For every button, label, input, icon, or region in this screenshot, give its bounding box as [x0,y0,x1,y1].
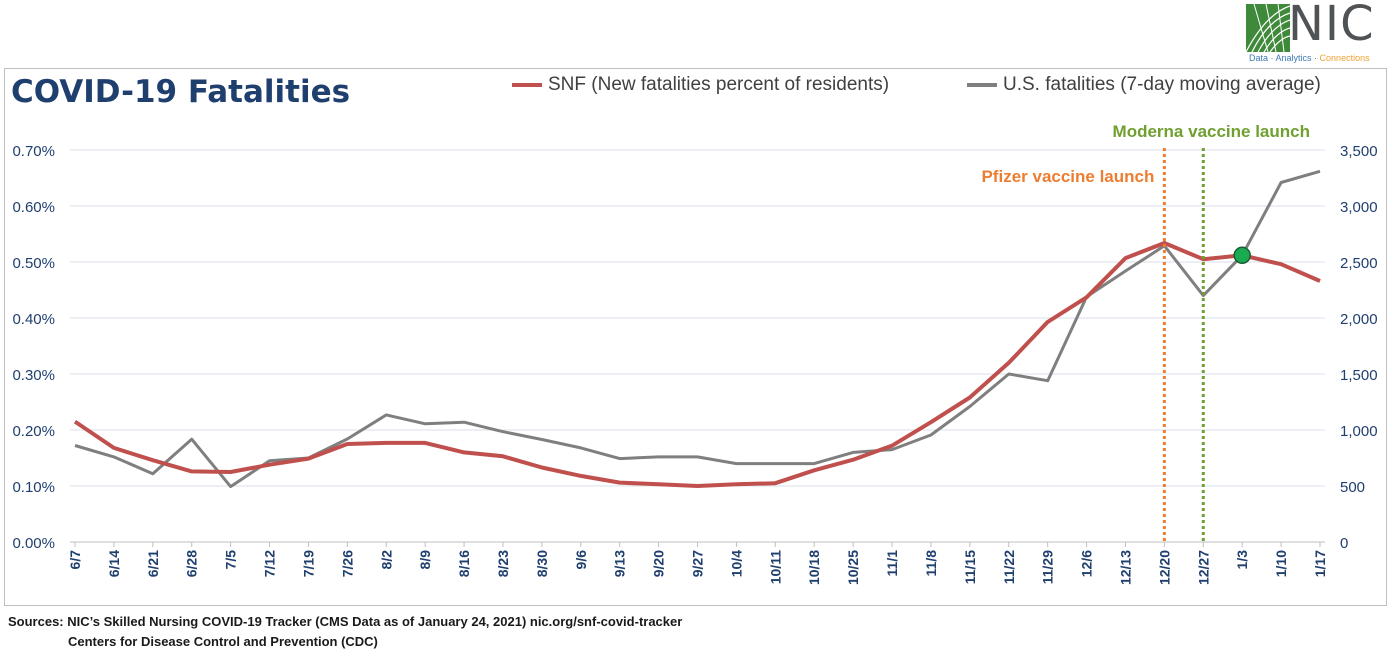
x-tick-label: 8/2 [378,550,394,570]
left-tick-label: 0.50% [12,255,55,272]
logo-name: NIC [1288,0,1375,52]
x-tick-label: 9/27 [690,550,706,577]
x-tick-label: 11/22 [1001,550,1017,584]
left-tick-label: 0.10% [12,479,55,496]
x-tick-label: 1/17 [1312,550,1328,577]
legend-label-snf: SNF (New fatalities percent of residents… [548,74,890,95]
x-tick-label: 9/20 [651,550,667,577]
x-tick-label: 8/9 [417,550,433,570]
x-tick-label: 12/27 [1195,550,1211,585]
legend-label-us: U.S. fatalities (7-day moving average) [1003,74,1321,95]
x-tick-label: 6/14 [106,550,122,577]
legend-item-snf: SNF (New fatalities percent of residents… [512,74,889,96]
chart-title: COVID-19 Fatalities [11,74,351,110]
right-tick-label: 500 [1340,479,1365,496]
x-tick-label: 12/13 [1117,550,1133,585]
annotation-label: Moderna vaccine launch [1113,122,1310,141]
x-tick-label: 8/16 [456,550,472,577]
x-tick-label: 11/15 [962,550,978,584]
nic-logo-mark-icon [1245,3,1291,53]
x-tick-label: 7/12 [262,550,278,577]
logo-tagline: Data · Analytics · Connections [1249,53,1370,63]
x-tick-label: 11/1 [884,550,900,577]
x-tick-label: 7/26 [339,550,355,577]
left-tick-label: 0.60% [12,199,55,216]
x-tick-label: 8/30 [534,550,550,577]
x-tick-label: 7/19 [300,550,316,577]
series-line-snf [73,241,1321,488]
nic-logo [1245,3,1388,64]
sources-line-2: Centers for Disease Control and Preventi… [68,634,378,649]
x-tick-label: 8/23 [495,550,511,577]
x-tick-label: 11/29 [1040,550,1056,584]
x-tick-label: 10/4 [728,550,744,577]
highlight-marker [1233,246,1251,265]
left-tick-label: 0.00% [12,535,55,552]
x-tick-label: 12/6 [1079,550,1095,577]
x-tick-label: 1/3 [1234,550,1250,570]
sources-note: Sources: NIC’s Skilled Nursing COVID-19 … [8,612,682,652]
x-tick-label: 10/18 [806,550,822,585]
x-tick-label: 6/7 [67,550,83,570]
series-line-us [74,169,1321,489]
x-tick-label: 7/5 [223,550,239,570]
left-tick-label: 0.30% [12,367,55,384]
x-tick-label: 9/13 [612,550,628,577]
sources-line-1: Sources: NIC’s Skilled Nursing COVID-19 … [8,614,683,629]
x-tick-label: 6/28 [184,550,200,577]
left-tick-label: 0.70% [12,143,55,160]
left-tick-label: 0.20% [12,423,55,440]
left-tick-label: 0.40% [12,311,55,328]
x-tick-label: 11/8 [923,550,939,577]
annotation-label: Pfizer vaccine launch [981,167,1154,186]
right-tick-label: 3,500 [1340,143,1378,160]
legend-item-us: U.S. fatalities (7-day moving average) [967,74,1321,96]
right-tick-label: 2,000 [1340,311,1378,328]
legend-swatch-snf [512,83,542,87]
right-tick-label: 0 [1340,535,1348,552]
x-tick-label: 9/6 [573,550,589,570]
x-tick-label: 6/21 [145,550,161,577]
chart-frame [4,68,1387,606]
legend-swatch-us [967,83,997,87]
right-tick-label: 1,500 [1340,367,1378,384]
right-tick-label: 1,000 [1340,423,1378,440]
x-tick-label: 1/10 [1273,550,1289,577]
right-tick-label: 3,000 [1340,199,1378,216]
x-tick-label: 12/20 [1156,550,1172,585]
right-tick-label: 2,500 [1340,255,1378,272]
x-tick-label: 10/11 [767,550,783,584]
x-tick-label: 10/25 [845,550,861,585]
